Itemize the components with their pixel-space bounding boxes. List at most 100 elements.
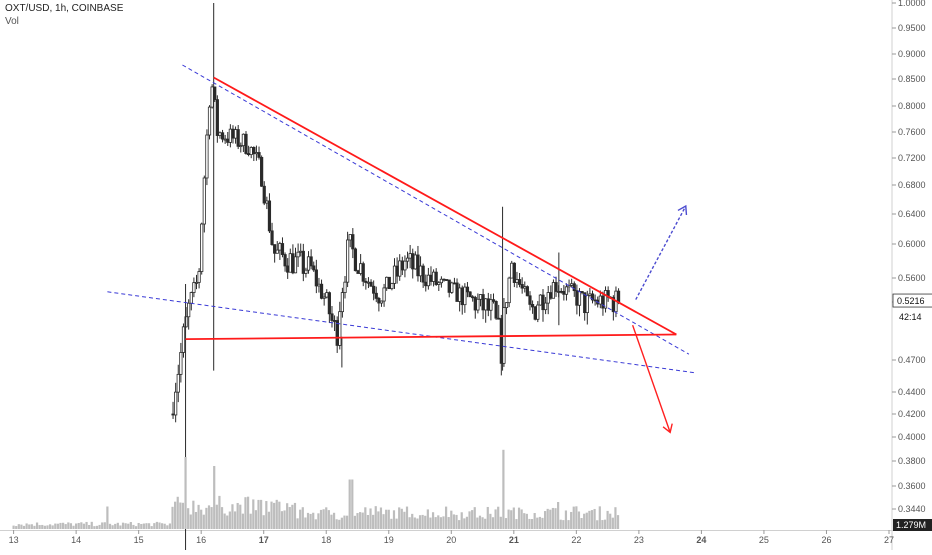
- volume-bar: [75, 523, 78, 529]
- candle-body: [283, 254, 287, 267]
- volume-bar: [304, 517, 307, 529]
- candle: [257, 146, 261, 160]
- candle-body: [421, 265, 425, 283]
- volume-bar: [559, 519, 562, 529]
- candle: [338, 301, 342, 350]
- volume-bar: [541, 517, 544, 529]
- candle-body: [236, 129, 240, 147]
- last-price-label: 0.5216: [897, 296, 925, 306]
- price-tick-label: 0.4400: [898, 387, 926, 397]
- volume-bar: [20, 524, 23, 529]
- volume-bar: [163, 523, 166, 529]
- volume-bar: [494, 509, 497, 529]
- volume-bar: [603, 519, 607, 529]
- volume-bar: [395, 518, 398, 529]
- candle: [267, 193, 272, 233]
- volume-bar: [220, 507, 224, 529]
- candle: [400, 256, 404, 276]
- volume-bar: [137, 522, 140, 529]
- volume-bar: [161, 523, 164, 529]
- candle-body: [598, 295, 602, 305]
- candle: [346, 231, 350, 288]
- candle: [512, 262, 516, 288]
- volume-bar: [38, 525, 41, 529]
- volume-bar: [85, 521, 88, 529]
- candle-body: [520, 284, 524, 289]
- candle-body: [369, 281, 373, 287]
- candle: [189, 291, 193, 311]
- volume-bar: [351, 479, 354, 529]
- volume-bar: [400, 508, 403, 529]
- candle: [580, 291, 584, 295]
- volume-bar: [155, 521, 158, 529]
- volume-bar: [56, 523, 59, 529]
- volume-bar: [62, 522, 65, 529]
- candle: [468, 291, 472, 298]
- breakdown-arrow-head: [662, 423, 673, 434]
- volume-bar: [458, 520, 461, 529]
- volume-bar: [502, 449, 505, 529]
- volume-bar: [338, 519, 341, 529]
- volume-bar: [293, 502, 297, 529]
- candle-body: [418, 265, 423, 277]
- volume-bar: [416, 518, 419, 529]
- candle: [502, 298, 506, 367]
- volume-bar: [572, 506, 575, 529]
- candle: [562, 285, 566, 301]
- time-tick-label: 20: [446, 535, 456, 545]
- volume-bar: [575, 506, 578, 529]
- candle: [554, 276, 558, 297]
- volume-bar: [288, 507, 291, 529]
- candle: [275, 241, 279, 254]
- volume-bar: [213, 466, 216, 529]
- candle: [476, 293, 480, 314]
- candle: [588, 288, 592, 297]
- price-tick-label: 0.6800: [898, 180, 926, 190]
- candle: [192, 277, 196, 298]
- volume-bar: [484, 518, 487, 529]
- volume-bar: [583, 513, 586, 529]
- volume-bar: [390, 518, 393, 529]
- candle: [351, 228, 355, 259]
- candle: [416, 245, 420, 282]
- candle: [247, 145, 251, 157]
- candle-body: [567, 284, 571, 288]
- candle: [319, 279, 324, 300]
- volume-bar: [585, 512, 588, 529]
- volume-bar: [48, 524, 52, 529]
- volume-indicator-label: Vol: [5, 16, 19, 27]
- candle-body: [202, 177, 206, 225]
- volume-bar: [359, 512, 362, 529]
- volume-bar: [142, 523, 145, 529]
- candle: [455, 278, 459, 302]
- volume-bar: [468, 511, 471, 529]
- candle-body: [549, 292, 553, 299]
- candle: [473, 295, 477, 319]
- volume-bar: [606, 510, 609, 529]
- volume-bar: [35, 522, 39, 529]
- candle: [507, 276, 511, 308]
- volume-bar: [174, 501, 177, 529]
- candle: [530, 300, 535, 314]
- volume-bar: [192, 500, 195, 529]
- candle-body: [288, 253, 292, 273]
- candle: [283, 252, 287, 272]
- candle: [551, 279, 556, 299]
- candle-body: [577, 291, 582, 306]
- candle-body: [351, 234, 355, 250]
- candle: [445, 279, 449, 281]
- volume-bar: [504, 518, 508, 529]
- volume-bar: [265, 501, 268, 529]
- candle: [174, 382, 178, 423]
- candle: [306, 251, 311, 274]
- candle: [418, 256, 423, 283]
- candle-body: [564, 286, 569, 295]
- candle: [254, 145, 259, 161]
- chart-header: OXT/USD, 1h, COINBASE Vol: [5, 2, 123, 28]
- candle-body: [257, 152, 261, 158]
- candle-body: [562, 291, 566, 295]
- candle-body: [286, 265, 290, 273]
- volume-bar: [153, 523, 156, 529]
- volume-bar: [614, 507, 617, 529]
